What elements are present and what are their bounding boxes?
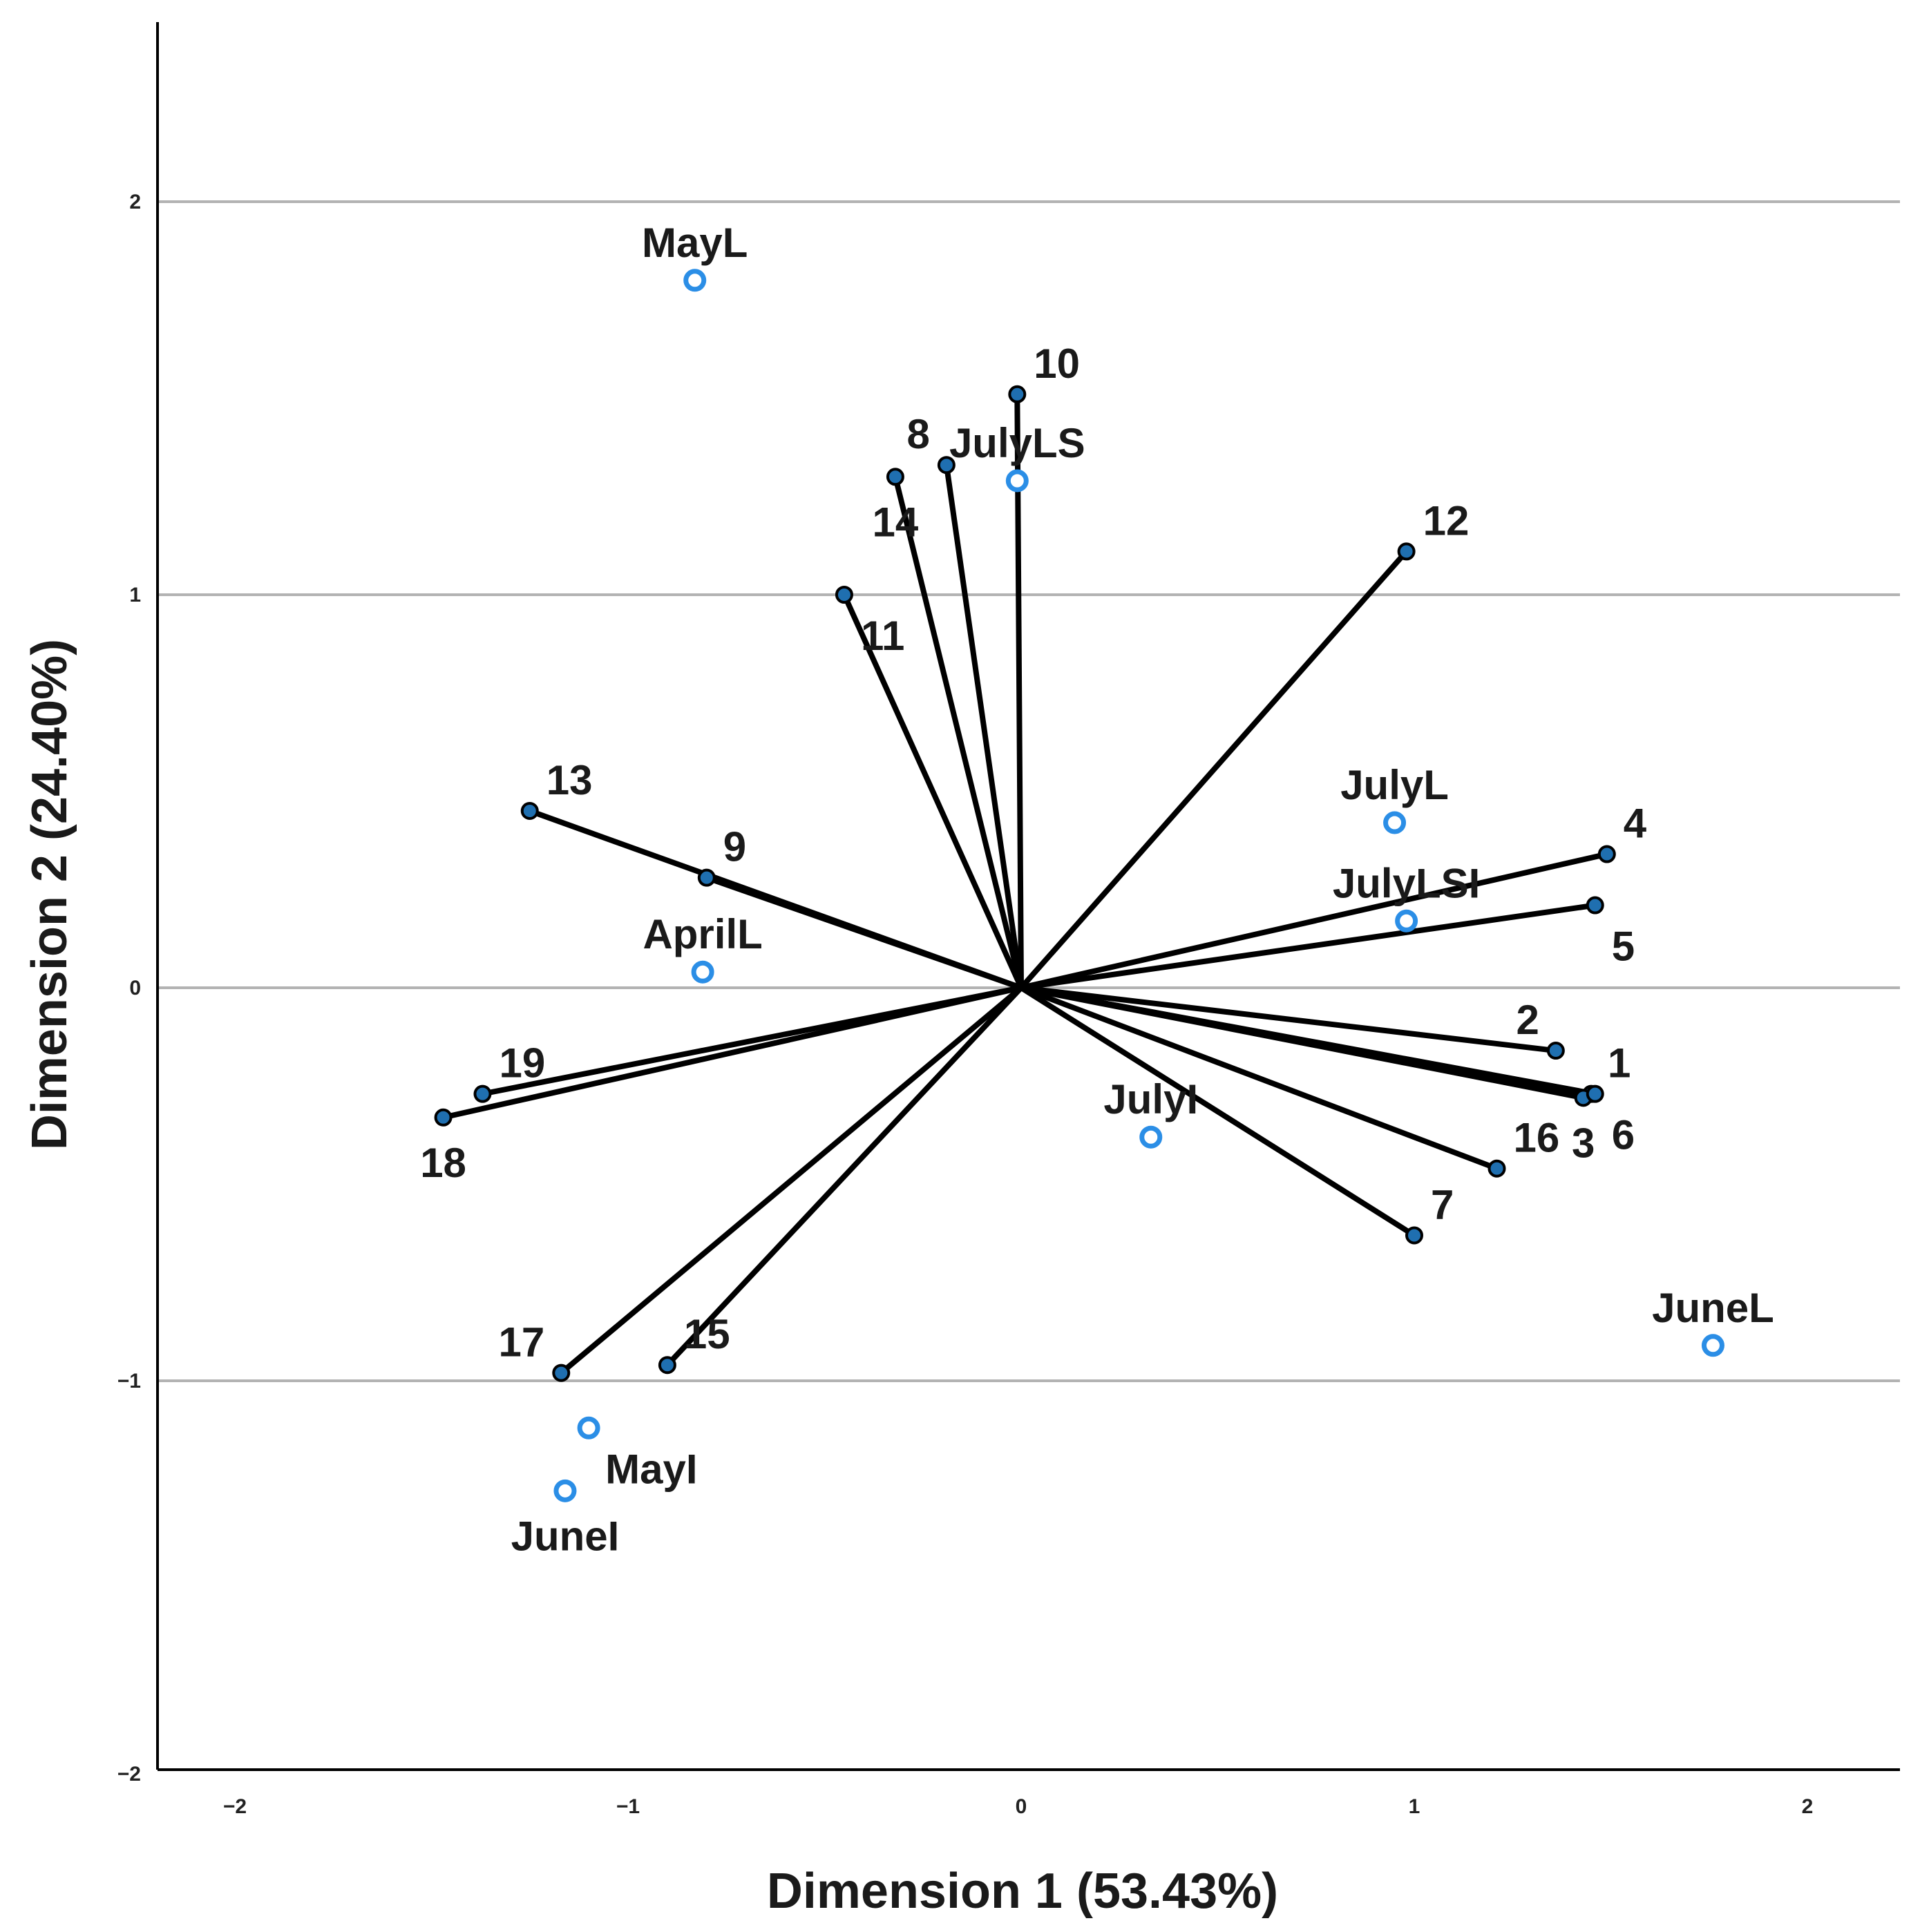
vector-line — [1018, 851, 1610, 991]
object-label: MayI — [605, 1446, 697, 1492]
vector-endpoint — [1546, 1042, 1565, 1060]
object-points — [553, 269, 1724, 1502]
vector-endpoint — [1008, 385, 1027, 403]
vector-endpoint — [473, 1084, 492, 1103]
object-label: JulyI — [1103, 1076, 1198, 1122]
vector-label: 17 — [499, 1319, 545, 1366]
vector-line — [1018, 548, 1409, 991]
vector-endpoint — [697, 868, 716, 887]
object-point — [1701, 1334, 1724, 1357]
y-tick-label: 1 — [129, 584, 141, 606]
vector-line — [1018, 902, 1598, 991]
vector-label: 19 — [499, 1040, 545, 1087]
object-point — [1005, 469, 1029, 492]
vector-line — [892, 474, 1024, 991]
object-label: JuneL — [1652, 1285, 1774, 1331]
vector-line — [664, 985, 1024, 1368]
object-point — [691, 960, 714, 984]
object-point — [553, 1479, 577, 1502]
vector-line — [1018, 985, 1559, 1054]
vector-line — [1018, 985, 1417, 1238]
gridlines — [159, 200, 1900, 1382]
object-point — [1383, 811, 1407, 834]
y-tick-label: 2 — [129, 191, 141, 213]
x-axis-title: Dimension 1 (53.43%) — [767, 1864, 1278, 1919]
x-tick-label: −2 — [223, 1795, 247, 1818]
vector-endpoints — [434, 385, 1616, 1382]
object-label: MayL — [642, 220, 748, 266]
vector-label: 18 — [420, 1140, 466, 1186]
y-axis-title: Dimension 2 (24.40%) — [22, 639, 77, 1150]
object-point — [683, 269, 707, 292]
vector-endpoint — [520, 801, 539, 820]
vector-endpoint — [1405, 1226, 1423, 1245]
x-tick-label: −1 — [616, 1795, 640, 1818]
vector-endpoint — [1586, 896, 1604, 915]
vector-label: 12 — [1423, 497, 1470, 544]
vector-endpoint — [1397, 542, 1416, 561]
y-tick-label: −2 — [117, 1763, 141, 1786]
vector-endpoint — [1597, 845, 1616, 863]
axes — [156, 22, 1900, 1771]
vector-endpoint — [658, 1356, 676, 1375]
vector-endpoint — [434, 1108, 453, 1127]
vector-label: 9 — [723, 824, 746, 870]
vector-label: 15 — [684, 1311, 730, 1357]
object-label: JulyLS — [949, 420, 1085, 466]
vector-line — [943, 462, 1024, 991]
object-label: JulyLSI — [1333, 860, 1480, 906]
x-tick-label: 1 — [1409, 1795, 1420, 1818]
y-tick-label: 0 — [129, 977, 141, 1000]
vector-line — [558, 985, 1024, 1376]
vector-line — [841, 592, 1024, 991]
point-labels: 12345678910111213141516171819MayLJulyLSJ… — [420, 220, 1774, 1560]
vector-line — [479, 985, 1024, 1097]
vector-line — [1018, 985, 1598, 1097]
x-tick-label: 0 — [1016, 1795, 1027, 1818]
vector-label: 14 — [873, 499, 919, 545]
object-point — [1395, 909, 1418, 932]
vector-label: 13 — [546, 757, 593, 803]
vector-lines — [440, 391, 1610, 1376]
vector-line — [1018, 985, 1500, 1171]
vector-label: 1 — [1608, 1040, 1631, 1087]
vector-label: 3 — [1572, 1120, 1595, 1166]
vector-endpoint — [886, 468, 904, 486]
object-label: JuneI — [511, 1513, 620, 1559]
vector-label: 7 — [1431, 1181, 1454, 1227]
vector-label: 5 — [1612, 924, 1635, 970]
vector-endpoint — [1586, 1084, 1604, 1103]
vector-label: 11 — [861, 613, 904, 659]
vector-label: 16 — [1513, 1115, 1559, 1161]
vector-endpoint — [937, 456, 956, 475]
vector-endpoint — [835, 586, 853, 604]
vector-line — [1014, 391, 1024, 991]
vector-line — [526, 807, 1024, 991]
vector-label: 6 — [1612, 1112, 1635, 1158]
vector-endpoint — [1487, 1159, 1506, 1178]
vector-endpoint — [552, 1364, 571, 1382]
object-point — [577, 1416, 600, 1440]
vector-label: 4 — [1624, 801, 1647, 847]
object-label: JulyL — [1340, 762, 1449, 808]
vector-label: 8 — [907, 411, 930, 457]
vector-label: 10 — [1034, 341, 1080, 387]
x-tick-label: 2 — [1802, 1795, 1814, 1818]
vector-label: 2 — [1516, 997, 1539, 1043]
object-point — [1139, 1125, 1163, 1149]
object-label: AprilL — [643, 911, 762, 957]
y-tick-label: −1 — [117, 1370, 141, 1393]
